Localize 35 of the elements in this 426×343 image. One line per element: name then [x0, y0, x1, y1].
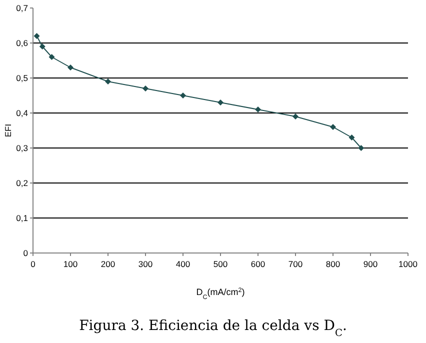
point — [180, 92, 186, 98]
x-tick-label: 600 — [250, 259, 266, 269]
y-tick-label: 0 — [23, 248, 28, 258]
x-tick-label: 800 — [326, 259, 340, 269]
y-axis-title: EFI — [3, 124, 13, 138]
point — [142, 86, 148, 92]
y-tick-label: 0,5 — [16, 72, 28, 83]
point — [358, 145, 364, 151]
point — [48, 54, 55, 60]
point — [218, 100, 224, 106]
text: Figura 3. Eficiencia de la celda vs D$_{C}$. — [79, 318, 347, 338]
point — [255, 106, 261, 112]
x-tick-label: 400 — [176, 259, 190, 269]
y-tick-label: 0,6 — [16, 38, 28, 48]
point — [330, 124, 336, 130]
x-tick-label: 200 — [100, 259, 116, 269]
y-tick-label: 0,2 — [16, 178, 28, 188]
point — [39, 44, 46, 50]
point — [348, 134, 355, 140]
x-tick-label: 900 — [363, 259, 378, 269]
x-axis-title: D$_{C}$(mA/cm$^{2}$) — [196, 286, 245, 300]
x-tick-label: 0 — [30, 259, 36, 269]
x-tick-label: 700 — [288, 259, 303, 269]
x-tick-label: 500 — [213, 259, 228, 269]
y-tick-label: 0,1 — [16, 212, 28, 223]
y-tick-label: 0,4 — [16, 108, 28, 118]
point — [105, 78, 111, 84]
x-tick-label: 100 — [63, 259, 78, 269]
y-tick-label: 0,3 — [16, 142, 28, 153]
x-tick-label: 1000 — [398, 259, 418, 269]
x-tick-label: 300 — [138, 259, 153, 269]
point — [68, 64, 74, 70]
point — [34, 33, 40, 39]
y-tick-label: 0,7 — [16, 2, 28, 13]
point — [292, 114, 298, 120]
